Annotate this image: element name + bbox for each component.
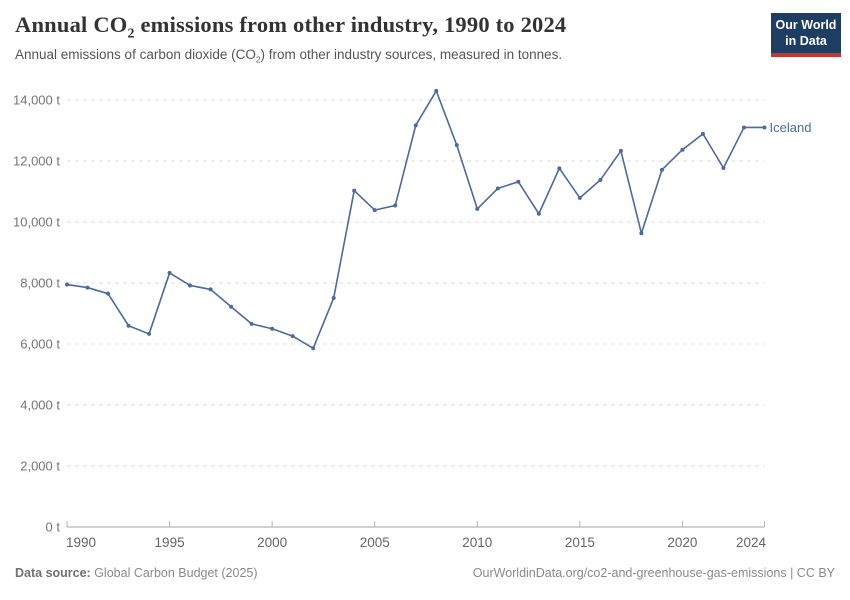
logo-text: Our World in Data (771, 13, 841, 53)
data-point-marker[interactable] (372, 208, 377, 213)
data-point-marker[interactable] (557, 166, 562, 171)
footer-license: | CC BY (786, 566, 835, 580)
x-axis-tick-label: 1990 (66, 535, 96, 550)
series-end-label[interactable]: Iceland (770, 120, 812, 135)
title-text: Annual CO (15, 12, 128, 37)
y-axis-tick-label: 0 t (46, 520, 61, 535)
title-subscript: 2 (127, 26, 135, 42)
data-point-marker[interactable] (762, 125, 767, 130)
data-point-marker[interactable] (167, 270, 172, 275)
y-axis-tick-label: 10,000 t (13, 215, 60, 230)
data-point-marker[interactable] (639, 231, 644, 236)
data-point-marker[interactable] (393, 203, 398, 208)
data-point-marker[interactable] (331, 295, 336, 300)
data-point-marker[interactable] (290, 334, 295, 339)
x-axis-tick-label: 2010 (462, 535, 492, 550)
data-point-marker[interactable] (516, 179, 521, 184)
data-source-label: Data source: (15, 566, 91, 580)
data-point-marker[interactable] (434, 88, 439, 93)
logo-line2: in Data (785, 33, 827, 48)
subtitle-text-post: ) from other industry sources, measured … (260, 47, 563, 62)
data-point-marker[interactable] (229, 304, 234, 309)
data-point-marker[interactable] (208, 287, 213, 292)
data-point-marker[interactable] (311, 346, 316, 351)
y-axis-tick-label: 6,000 t (20, 337, 60, 352)
data-point-marker[interactable] (680, 147, 685, 152)
y-axis-tick-label: 8,000 t (20, 276, 60, 291)
data-point-marker[interactable] (721, 166, 726, 171)
data-point-marker[interactable] (536, 211, 541, 216)
data-point-marker[interactable] (618, 148, 623, 153)
y-axis-tick-label: 12,000 t (13, 154, 60, 169)
data-point-marker[interactable] (147, 331, 152, 336)
footer-link[interactable]: OurWorldinData.org/co2-and-greenhouse-ga… (472, 566, 787, 580)
data-point-marker[interactable] (270, 326, 275, 331)
page-subtitle: Annual emissions of carbon dioxide (CO2)… (15, 47, 755, 65)
x-axis-tick-label: 2000 (257, 535, 287, 550)
data-point-marker[interactable] (577, 195, 582, 200)
x-axis-tick-label: 2005 (360, 535, 390, 550)
data-point-marker[interactable] (249, 321, 254, 326)
x-axis-tick-label: 1995 (155, 535, 185, 550)
data-point-marker[interactable] (700, 131, 705, 136)
owid-logo[interactable]: Our World in Data (771, 13, 841, 58)
chart-area: 0 t 2,000 t 4,000 t 6,000 t 8,000 t 10,000 t 1… (0, 85, 850, 555)
x-axis-tick-label: 2015 (565, 535, 595, 550)
data-point-marker[interactable] (741, 125, 746, 130)
data-source-value: Global Carbon Budget (2025) (90, 566, 258, 580)
logo-accent-bar (771, 53, 841, 58)
subtitle-text: Annual emissions of carbon dioxide (CO (15, 47, 256, 62)
page-title: Annual CO2 emissions from other industry… (15, 12, 755, 41)
data-point-marker[interactable] (495, 186, 500, 191)
data-point-marker[interactable] (188, 283, 193, 288)
data-point-marker[interactable] (475, 206, 480, 211)
y-axis-tick-label: 4,000 t (20, 398, 60, 413)
data-source: Data source: Global Carbon Budget (2025) (15, 566, 258, 580)
footer-credit: OurWorldinData.org/co2-and-greenhouse-ga… (473, 566, 835, 580)
chart-footer: Data source: Global Carbon Budget (2025)… (15, 566, 835, 580)
subtitle-subscript: 2 (255, 54, 261, 65)
data-line[interactable] (66, 90, 766, 350)
data-point-marker[interactable] (126, 323, 131, 328)
data-point-marker[interactable] (352, 188, 357, 193)
x-axis-tick-label: 2020 (667, 535, 697, 550)
logo-line1: Our World (775, 18, 837, 32)
data-point-marker[interactable] (659, 167, 664, 172)
data-point-marker[interactable] (413, 123, 418, 128)
title-text-post: emissions from other industry, 1990 to 2… (134, 12, 567, 37)
data-point-marker[interactable] (598, 177, 603, 182)
y-axis-tick-label: 2,000 t (20, 459, 60, 474)
data-point-marker[interactable] (85, 285, 90, 290)
y-axis-tick-label: 14,000 t (13, 93, 60, 108)
data-point-marker[interactable] (65, 282, 69, 287)
chart-header: Annual CO2 emissions from other industry… (15, 12, 755, 65)
x-axis-tick-label: 2024 (736, 535, 767, 550)
data-point-marker[interactable] (454, 143, 459, 148)
line-chart[interactable]: 0 t 2,000 t 4,000 t 6,000 t 8,000 t 10,000 t 1… (0, 85, 850, 555)
data-point-marker[interactable] (106, 291, 111, 296)
